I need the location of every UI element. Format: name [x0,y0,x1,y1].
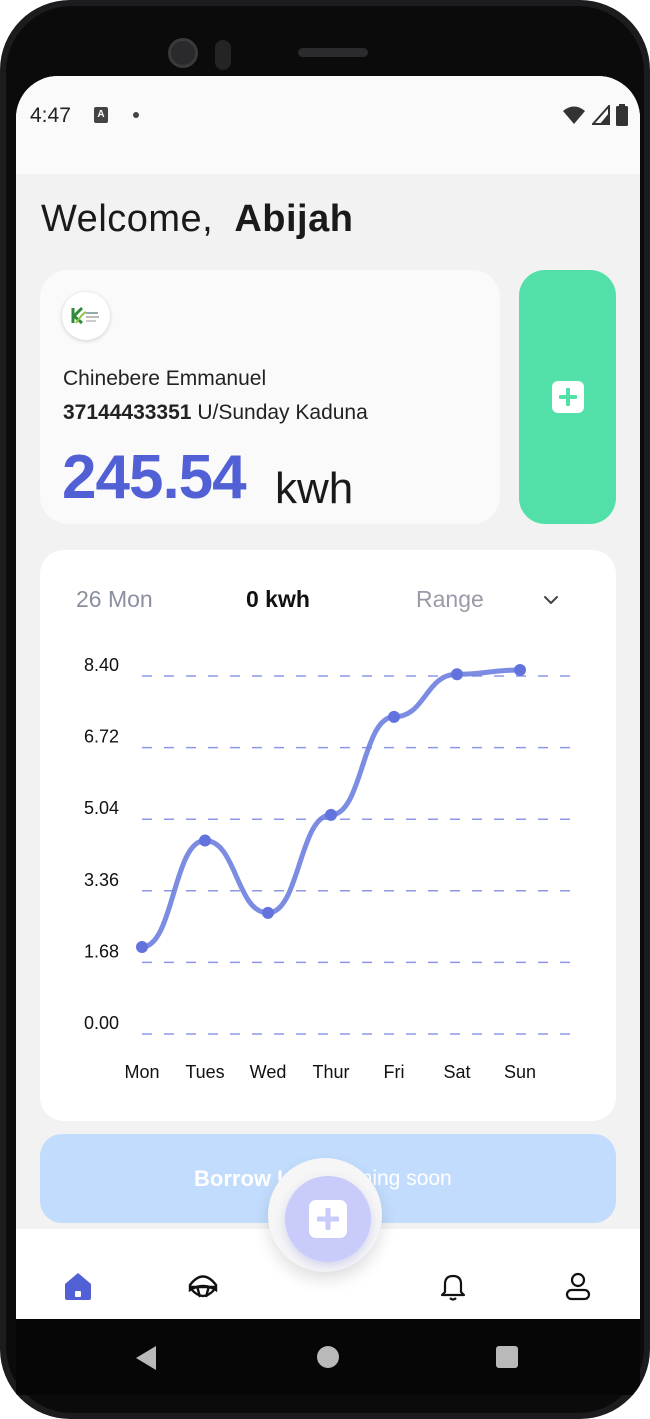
x-tick-label: Tues [185,1062,224,1082]
notification-dot-icon [133,112,139,118]
fab-add-button[interactable] [285,1176,371,1262]
y-tick-label: 6.72 [84,727,119,747]
meter-info: 37144433351 U/Sunday Kaduna [63,401,368,425]
notification-app-icon: A [94,107,108,123]
data-point[interactable] [514,664,526,676]
earpiece-speaker [298,48,368,57]
company-logo [62,292,110,340]
meter-number: 37144433351 [63,401,192,424]
status-icons [562,104,628,126]
y-tick-label: 3.36 [84,870,119,890]
add-meter-button[interactable] [519,270,616,524]
recents-square-icon[interactable] [496,1346,518,1368]
nav-home[interactable] [61,1269,95,1303]
data-point[interactable] [199,834,211,847]
front-camera [168,38,198,68]
status-bar: 4:47 A [16,76,640,174]
chevron-down-icon[interactable] [541,590,561,610]
data-point[interactable] [325,808,337,821]
series-line [139,667,523,950]
data-point[interactable] [136,941,148,954]
balance-unit: kwh [275,464,354,513]
range-selector[interactable]: Range [416,586,484,612]
y-tick-label: 5.04 [84,798,119,818]
signal-icon [592,105,610,125]
wifi-icon [563,106,585,124]
home-icon [65,1273,91,1300]
back-icon[interactable] [134,1345,158,1371]
meter-icon [188,1275,218,1298]
data-point[interactable] [262,906,274,919]
data-point[interactable] [451,668,463,681]
x-tick-label: Sun [504,1062,536,1082]
x-tick-label: Sat [443,1062,470,1082]
nav-profile[interactable] [561,1269,595,1303]
chart-date-label: 26 Mon [76,586,153,612]
data-point[interactable] [388,710,400,723]
nav-notifications[interactable] [436,1269,470,1303]
balance-value: 245.54 [62,443,247,512]
company-logo-icon [71,306,99,325]
greeting-text: Welcome, [41,198,214,240]
y-tick-label: 0.00 [84,1013,119,1033]
plus-square-icon [309,1200,347,1238]
meter-address: U/Sunday Kaduna [197,401,368,424]
plus-square-icon [551,381,584,413]
profile-icon [565,1272,591,1301]
welcome-heading: Welcome, Abijah [41,198,353,241]
x-tick-label: Thur [312,1062,349,1082]
x-tick-label: Wed [250,1062,287,1082]
app-screen: 4:47 A Welcome, Abijah [16,76,640,1319]
android-navigation-bar [16,1319,640,1395]
x-tick-label: Fri [384,1062,405,1082]
owner-name: Chinebere Emmanuel [63,367,267,390]
home-circle-icon[interactable] [317,1346,339,1368]
y-tick-label: 1.68 [84,941,119,961]
nav-meter[interactable] [186,1269,220,1303]
meter-card[interactable]: Chinebere Emmanuel 37144433351 U/Sunday … [40,270,500,524]
chart-kwh-label: 0 kwh [246,586,310,612]
usage-line-chart: 0.00 1.68 3.36 5.04 6.72 8.40 Mon Tues Wed Thur Fr… [84,655,580,1082]
bell-icon [440,1274,466,1301]
usage-chart-card: 26 Mon 0 kwh Range 0.00 1.68 3.36 5.04 6.72 8… [40,550,616,1121]
battery-icon [616,104,628,126]
x-tick-label: Mon [124,1062,159,1082]
y-tick-label: 8.40 [84,655,119,675]
user-name: Abijah [234,198,354,240]
proximity-sensor [215,40,231,70]
status-time: 4:47 [30,104,71,127]
